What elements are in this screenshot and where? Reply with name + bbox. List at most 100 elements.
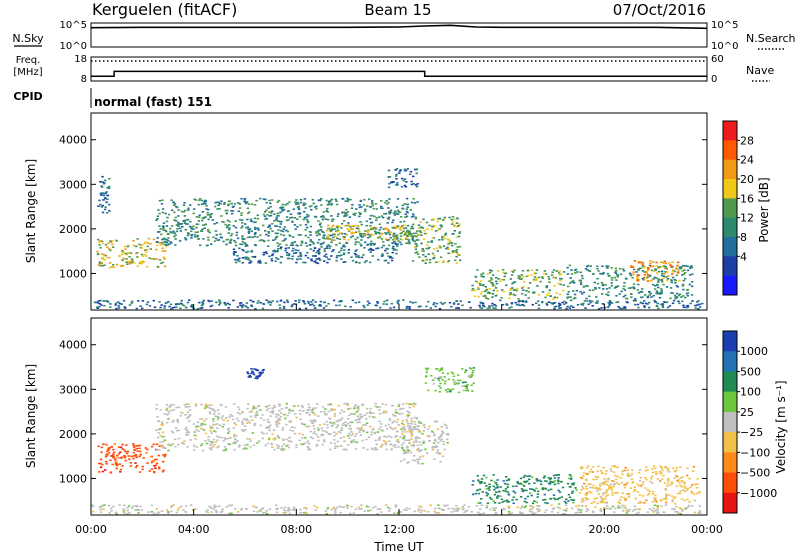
- echo-cell: [209, 444, 212, 447]
- echo-cell: [437, 507, 440, 509]
- echo-cell: [228, 303, 231, 306]
- echo-cell: [508, 506, 511, 508]
- echo-cell: [684, 271, 687, 274]
- echo-cell: [163, 435, 166, 438]
- echo-cell: [419, 456, 422, 458]
- echo-cell: [300, 242, 304, 244]
- echo-cell: [209, 430, 212, 432]
- echo-cell: [443, 216, 446, 219]
- echo-cell: [217, 204, 220, 206]
- echo-cell: [437, 504, 440, 506]
- echo-cell: [455, 262, 459, 264]
- echo-cell: [427, 247, 430, 250]
- echo-cell: [512, 281, 515, 284]
- echo-cell: [209, 425, 212, 428]
- echo-cell: [303, 302, 307, 305]
- echo-cell: [425, 368, 429, 371]
- echo-cell: [634, 497, 638, 500]
- echo-cell: [623, 307, 626, 310]
- echo-cell: [199, 307, 202, 309]
- echo-cell: [252, 505, 255, 507]
- echo-cell: [464, 371, 467, 374]
- echo-cell: [572, 483, 575, 486]
- echo-cell: [388, 233, 391, 236]
- echo-cell: [671, 273, 674, 275]
- echo-cell: [594, 475, 598, 478]
- echo-cell: [322, 423, 326, 425]
- echo-cell: [604, 473, 607, 475]
- echo-cell: [276, 242, 279, 244]
- echo-cell: [648, 290, 651, 293]
- echo-cell: [637, 502, 640, 504]
- echo-cell: [666, 271, 669, 273]
- echo-cell: [271, 199, 274, 201]
- echo-cell: [165, 404, 169, 406]
- echo-cell: [443, 423, 447, 426]
- echo-cell: [309, 248, 312, 250]
- echo-cell: [500, 498, 504, 501]
- echo-cell: [671, 482, 674, 485]
- echo-cell: [289, 213, 293, 215]
- echo-cell: [185, 306, 188, 309]
- echo-cell: [153, 258, 156, 260]
- echo-cell: [187, 233, 190, 235]
- echo-cell: [233, 441, 236, 443]
- echo-cell: [97, 445, 100, 448]
- colorbar-segment: [723, 121, 737, 141]
- echo-cell: [386, 217, 389, 219]
- echo-cell: [125, 261, 128, 264]
- echo-cell: [277, 436, 280, 438]
- echo-cell: [581, 498, 584, 500]
- echo-cell: [227, 203, 231, 206]
- echo-cell: [520, 488, 524, 490]
- echo-cell: [666, 279, 669, 282]
- echo-cell: [404, 452, 407, 454]
- echo-cell: [262, 253, 265, 256]
- echo-cell: [605, 470, 608, 472]
- echo-cell: [133, 449, 136, 451]
- echo-cell: [367, 510, 370, 512]
- echo-cell: [671, 508, 674, 510]
- echo-cell: [490, 270, 493, 272]
- echo-cell: [271, 407, 274, 409]
- echo-cell: [681, 300, 684, 303]
- echo-cell: [208, 213, 211, 216]
- echo-cell: [271, 300, 274, 302]
- echo-cell: [351, 299, 354, 302]
- echo-cell: [614, 286, 618, 288]
- echo-cell: [430, 241, 433, 243]
- echo-cell: [418, 505, 421, 508]
- echo-cell: [187, 416, 190, 418]
- echo-cell: [487, 487, 491, 489]
- echo-cell: [592, 289, 595, 291]
- echo-cell: [417, 428, 420, 431]
- echo-cell: [314, 407, 318, 409]
- echo-cell: [378, 508, 382, 510]
- echo-cell: [462, 389, 465, 392]
- echo-cell: [520, 300, 523, 302]
- echo-cell: [99, 264, 102, 267]
- echo-cell: [410, 183, 413, 186]
- echo-cell: [563, 500, 567, 503]
- echo-cell: [116, 464, 119, 466]
- echo-cell: [545, 286, 549, 288]
- echo-cell: [186, 446, 189, 448]
- echo-cell: [272, 438, 275, 440]
- echo-cell: [384, 403, 388, 406]
- echo-cell: [406, 206, 409, 208]
- echo-cell: [479, 512, 482, 515]
- echo-cell: [552, 494, 556, 496]
- echo-cell: [665, 493, 668, 496]
- colorbar-segment: [723, 411, 737, 433]
- echo-cell: [637, 471, 641, 474]
- echo-cell: [402, 227, 406, 230]
- echo-cell: [553, 507, 556, 509]
- echo-cell: [496, 497, 499, 499]
- echo-cell: [189, 504, 193, 506]
- echo-cell: [283, 239, 286, 242]
- echo-cell: [609, 468, 612, 470]
- echo-cell: [405, 450, 408, 452]
- echo-cell: [402, 442, 405, 444]
- echo-cell: [586, 264, 590, 267]
- echo-cell: [494, 511, 498, 514]
